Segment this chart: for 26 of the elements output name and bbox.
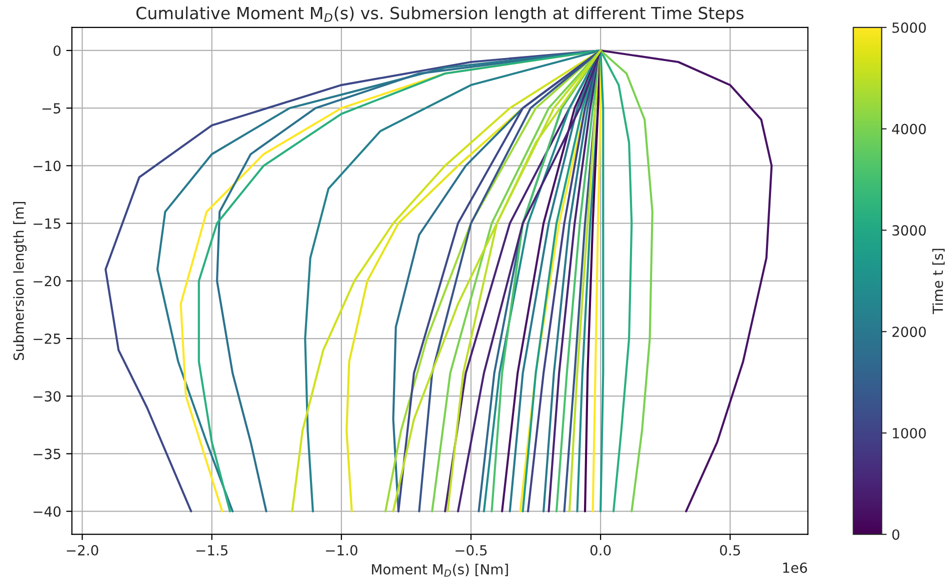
color-bar-label: 2000: [892, 326, 926, 338]
color-bar-label: 1000: [892, 428, 926, 438]
y-tick-label: −40: [34, 506, 61, 517]
x-tick-label: 0.5: [720, 545, 740, 556]
color-bar-label: 5000: [892, 22, 926, 33]
color-bar-label: 4000: [892, 124, 926, 134]
y-tick-label: −10: [34, 160, 61, 172]
y-tick-label: −30: [34, 391, 61, 402]
y-tick-label: −15: [34, 218, 60, 229]
color-bar-label: 3000: [892, 225, 926, 236]
text: 1e6: [783, 562, 808, 573]
chart-title: Cumulative Moment M$_{D}$(s) vs. Submersion length at different Time Steps: [136, 6, 744, 23]
color-bar-title: Time t [s]: [932, 248, 945, 314]
y-tick-label: −20: [34, 276, 61, 286]
y-axis-title: Submersion length [m]: [13, 202, 27, 360]
x-axis-title: Moment M$_{D}$(s) [Nm]: [372, 564, 508, 577]
x-tick-label: −1.5: [196, 545, 228, 556]
y-tick-label: 0: [54, 45, 61, 56]
y-tick-label: −5: [42, 103, 60, 114]
x-tick-label: −2.0: [66, 545, 98, 556]
x-tick-label: 0.0: [590, 545, 611, 556]
x-tick-label: −0.5: [456, 545, 487, 556]
y-tick-label: −25: [34, 333, 60, 344]
color-bar-label: 0: [892, 529, 900, 540]
x-tick-label: −1.0: [326, 545, 358, 556]
y-tick-label: −35: [34, 448, 60, 460]
